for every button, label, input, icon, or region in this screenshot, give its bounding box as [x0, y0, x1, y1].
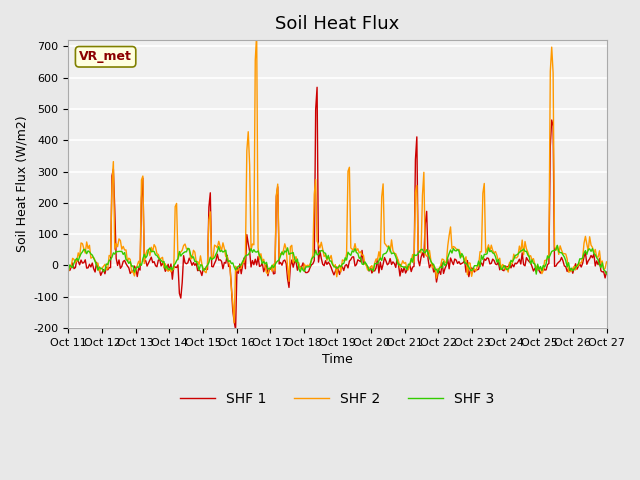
SHF 2: [83, 239, 90, 245]
SHF 1: [601, 275, 609, 281]
SHF 2: [230, 320, 238, 326]
Title: Soil Heat Flux: Soil Heat Flux: [275, 15, 399, 33]
SHF 1: [232, 327, 239, 333]
SHF 1: [313, 84, 321, 90]
SHF 1: [83, 265, 90, 271]
SHF 3: [601, 268, 609, 274]
Line: SHF 3: SHF 3: [68, 245, 607, 274]
Y-axis label: Soil Heat Flux (W/m2): Soil Heat Flux (W/m2): [15, 116, 28, 252]
SHF 1: [603, 269, 611, 275]
SHF 3: [83, 251, 90, 256]
SHF 1: [344, 265, 352, 271]
Legend: SHF 1, SHF 2, SHF 3: SHF 1, SHF 2, SHF 3: [175, 387, 500, 412]
SHF 1: [100, 267, 108, 273]
SHF 1: [451, 256, 459, 262]
Line: SHF 2: SHF 2: [68, 34, 607, 323]
SHF 3: [528, 257, 536, 263]
SHF 3: [100, 269, 108, 275]
Text: VR_met: VR_met: [79, 50, 132, 63]
SHF 2: [253, 31, 260, 37]
SHF 1: [531, 265, 539, 271]
SHF 2: [603, 259, 611, 265]
SHF 2: [100, 264, 108, 269]
SHF 3: [65, 268, 72, 274]
SHF 2: [531, 262, 539, 267]
SHF 3: [341, 255, 349, 261]
SHF 2: [65, 268, 72, 274]
SHF 3: [554, 242, 561, 248]
SHF 2: [601, 265, 609, 271]
SHF 2: [451, 244, 459, 250]
Line: SHF 1: SHF 1: [68, 87, 607, 330]
SHF 3: [532, 271, 540, 277]
SHF 3: [448, 250, 456, 256]
X-axis label: Time: Time: [322, 353, 353, 366]
SHF 2: [344, 168, 352, 174]
SHF 1: [65, 265, 72, 271]
SHF 3: [603, 271, 611, 277]
